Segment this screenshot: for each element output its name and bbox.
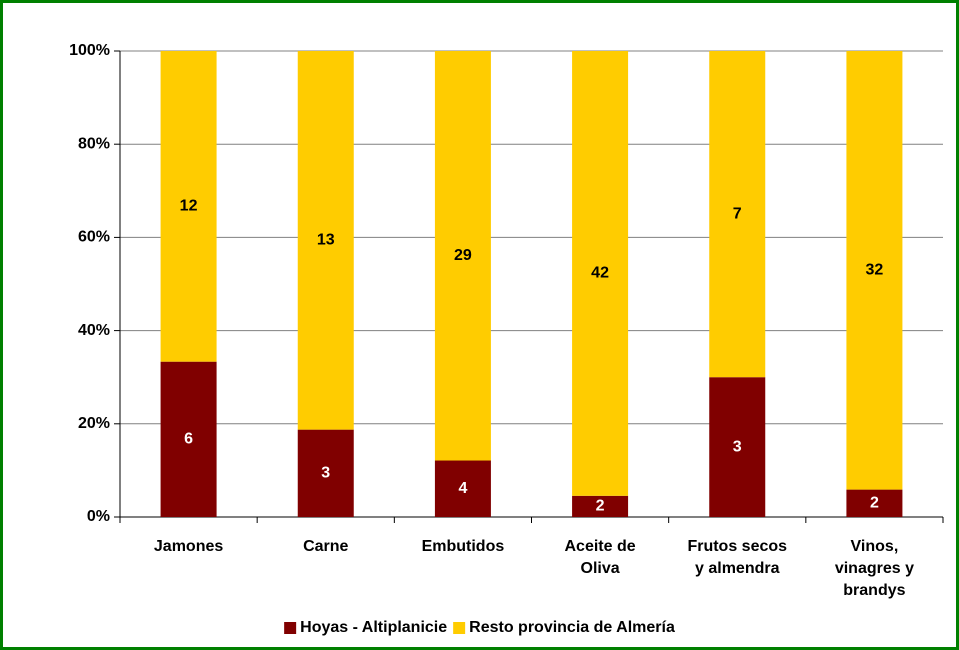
data-label: 3 bbox=[733, 438, 742, 455]
x-tick-label: Embutidos bbox=[422, 538, 505, 555]
data-label: 3 bbox=[321, 465, 330, 482]
x-tick-label: Aceite de Oliva bbox=[565, 538, 636, 577]
bar-segment bbox=[160, 361, 217, 517]
data-label: 32 bbox=[866, 262, 884, 279]
data-label: 2 bbox=[870, 495, 879, 512]
data-label: 6 bbox=[184, 431, 193, 448]
bar-segment bbox=[160, 51, 217, 362]
bar-segment bbox=[572, 51, 629, 496]
bar-segment bbox=[572, 495, 629, 517]
x-tick-label: Vinos, vinagres y brandys bbox=[835, 538, 914, 599]
bar-segment bbox=[434, 460, 491, 517]
x-tick-label: Jamones bbox=[154, 538, 223, 555]
data-label: 42 bbox=[591, 265, 609, 282]
bar-segment bbox=[434, 51, 491, 461]
data-label: 2 bbox=[596, 498, 605, 515]
y-tick-label: 40% bbox=[78, 322, 110, 339]
bar-segment bbox=[846, 51, 903, 490]
bar-segment bbox=[709, 377, 766, 517]
x-tick-label: Carne bbox=[303, 538, 348, 555]
data-label: 12 bbox=[180, 198, 198, 215]
y-tick-label: 80% bbox=[78, 135, 110, 152]
legend-label: Hoyas - Altiplanicie bbox=[300, 619, 447, 636]
x-tick-label: Frutos secos y almendra bbox=[687, 538, 787, 577]
legend-swatch bbox=[453, 622, 466, 634]
legend-swatch bbox=[284, 622, 297, 634]
data-label: 4 bbox=[458, 480, 467, 497]
bar-segment bbox=[297, 429, 354, 517]
bar-segment bbox=[709, 51, 766, 378]
y-tick-label: 100% bbox=[69, 42, 110, 59]
data-label: 7 bbox=[733, 205, 742, 222]
bar-segment bbox=[846, 489, 903, 517]
y-tick-label: 60% bbox=[78, 229, 110, 246]
legend-label: Resto provincia de Almería bbox=[469, 619, 675, 636]
data-label: 29 bbox=[454, 247, 472, 264]
data-label: 13 bbox=[317, 232, 335, 249]
bar-segment bbox=[297, 51, 354, 430]
y-tick-label: 0% bbox=[87, 508, 110, 525]
y-tick-label: 20% bbox=[78, 415, 110, 432]
